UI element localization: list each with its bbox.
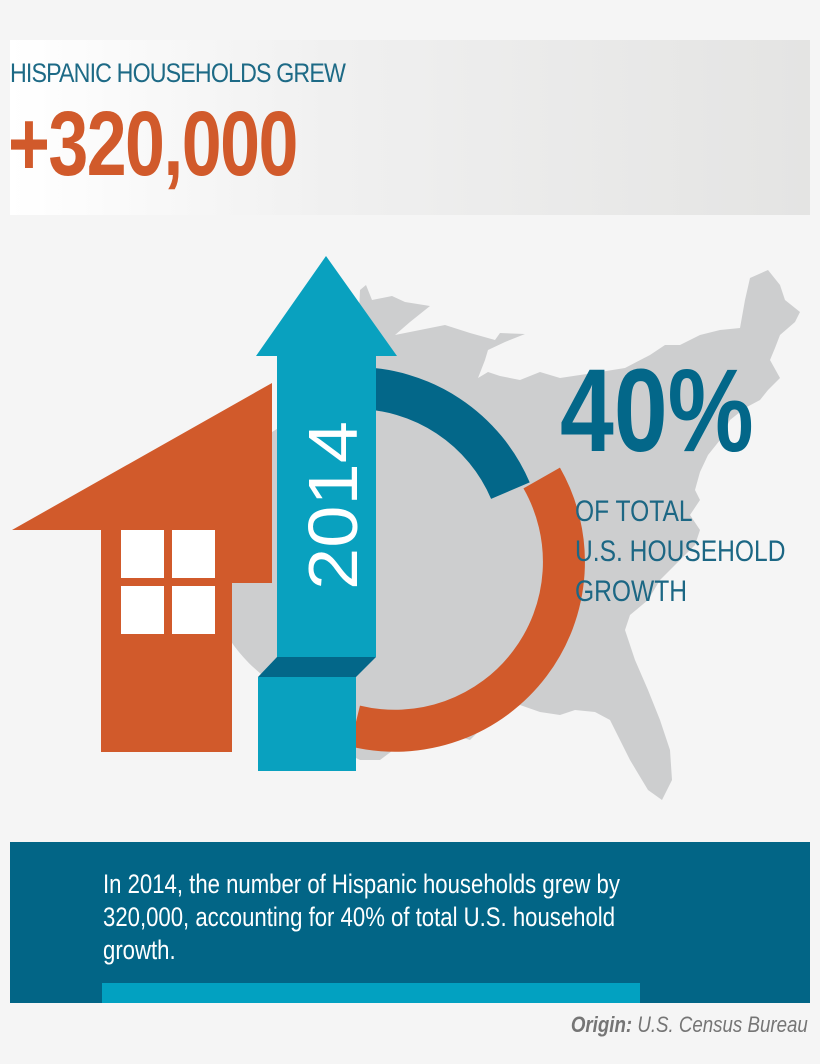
donut-segment-hispanic [354,367,530,500]
summary-accent-bar [102,983,640,1003]
stat-label-line: GROWTH [575,575,688,608]
source-value: U.S. Census Bureau [637,1012,808,1037]
infographic-graphic: 2014 [12,256,800,800]
stat-label: OF TOTAL U.S. HOUSEHOLD GROWTH [575,492,786,612]
source-credit: Origin: U.S. Census Bureau [571,1012,808,1038]
source-label: Origin: [571,1012,633,1037]
donut-segment-other [350,467,585,752]
stat-label-line: OF TOTAL [575,495,693,528]
stat-value: 40% [560,345,754,477]
year-label: 2014 [295,421,373,590]
stat-label-line: U.S. HOUSEHOLD [575,535,786,568]
summary-panel: In 2014, the number of Hispanic househol… [10,842,810,1003]
up-arrow-icon [256,256,397,771]
header-panel [10,40,810,215]
house-icon [12,383,272,752]
summary-text: In 2014, the number of Hispanic househol… [103,869,620,965]
header-subtitle: HISPANIC HOUSEHOLDS GREW [10,58,346,88]
header-headline: +320,000 [8,93,298,195]
